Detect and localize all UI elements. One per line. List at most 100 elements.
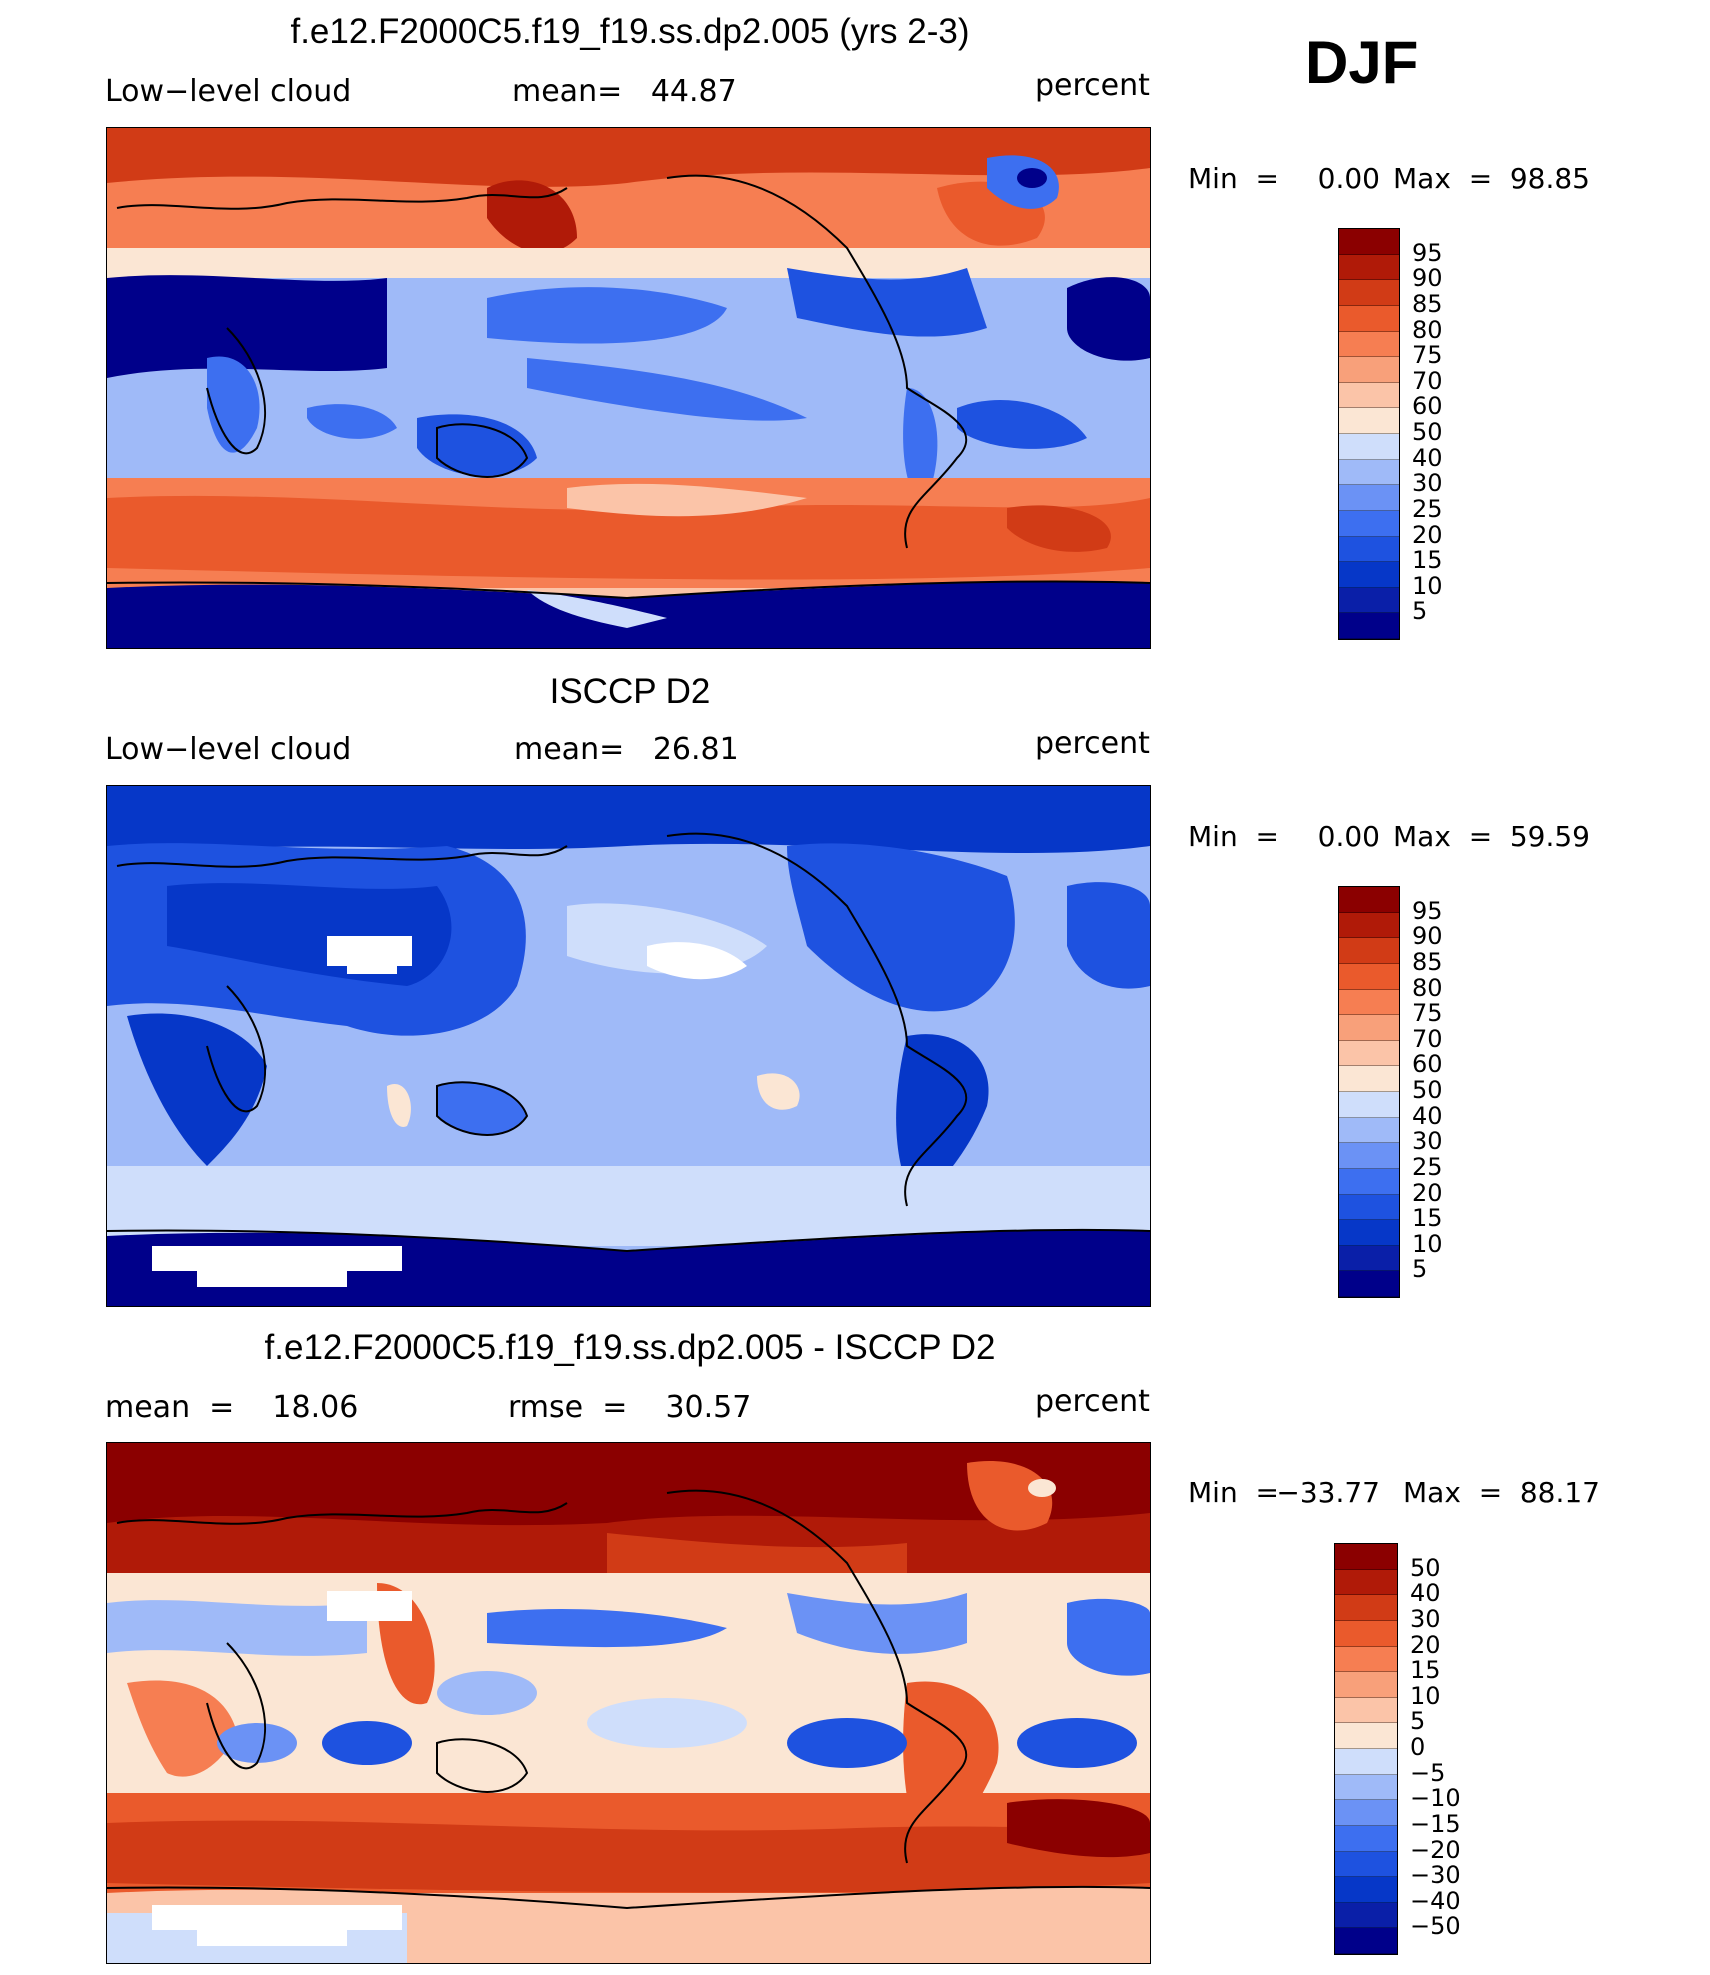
colorbar-level-label: 60: [1412, 392, 1443, 421]
panel3-colorbar-swatches: [1334, 1543, 1398, 1955]
colorbar-swatch: [1335, 1749, 1397, 1775]
colorbar-swatch: [1335, 1620, 1397, 1647]
panel1-variable-label: Low−level cloud: [105, 74, 352, 109]
panel1-mean-label: mean= 44.87: [512, 74, 737, 109]
panel1-units-label: percent: [1035, 68, 1150, 103]
colorbar-level-label: 85: [1412, 947, 1443, 976]
colorbar-swatch: [1335, 1646, 1397, 1673]
panel1-colorbar-swatches: [1338, 228, 1400, 640]
colorbar-swatch: [1339, 1015, 1399, 1041]
colorbar-swatch: [1335, 1774, 1397, 1801]
colorbar-level-label: 50: [1410, 1553, 1441, 1582]
panel1-map: [106, 127, 1151, 649]
panel2-units-label: percent: [1035, 726, 1150, 761]
colorbar-swatch: [1339, 587, 1399, 614]
colorbar-swatch: [1339, 357, 1399, 383]
colorbar-swatch: [1339, 562, 1399, 588]
colorbar-level-label: 10: [1410, 1681, 1441, 1710]
colorbar-swatch: [1339, 1220, 1399, 1246]
colorbar-swatch: [1339, 963, 1399, 990]
panel2-min-label: Min =: [1188, 820, 1279, 853]
colorbar-level-label: 15: [1412, 546, 1443, 575]
colorbar-swatch: [1335, 1672, 1397, 1698]
panel3-max-label: Max =: [1403, 1476, 1503, 1509]
colorbar-swatch: [1339, 1168, 1399, 1195]
colorbar-level-label: 25: [1412, 1152, 1443, 1181]
colorbar-swatch: [1335, 1928, 1397, 1954]
colorbar-level-label: 95: [1412, 896, 1443, 925]
colorbar-level-label: 20: [1410, 1630, 1441, 1659]
colorbar-swatch: [1339, 485, 1399, 511]
colorbar-level-label: 20: [1412, 520, 1443, 549]
colorbar-swatch: [1339, 1245, 1399, 1272]
colorbar-swatch: [1335, 1825, 1397, 1852]
colorbar-swatch: [1339, 229, 1399, 255]
colorbar-level-label: 30: [1412, 1127, 1443, 1156]
colorbar-swatch: [1339, 536, 1399, 563]
colorbar-swatch: [1339, 1117, 1399, 1144]
colorbar-swatch: [1335, 1723, 1397, 1749]
panel2-title: ISCCP D2: [549, 672, 711, 711]
panel3-units-label: percent: [1035, 1384, 1150, 1419]
colorbar-swatch: [1339, 1271, 1399, 1297]
colorbar-swatch: [1339, 510, 1399, 537]
panel3-min-label: Min =: [1188, 1476, 1279, 1509]
panel2-map: [106, 785, 1151, 1307]
colorbar-level-label: −10: [1410, 1784, 1461, 1813]
colorbar-swatch: [1339, 1092, 1399, 1118]
colorbar-swatch: [1339, 1066, 1399, 1092]
colorbar-level-label: 90: [1412, 264, 1443, 293]
colorbar-swatch: [1339, 459, 1399, 486]
colorbar-level-label: 5: [1412, 1255, 1428, 1284]
panel1-map-field: [107, 128, 1150, 648]
colorbar-level-label: 40: [1412, 443, 1443, 472]
colorbar-swatch: [1339, 1040, 1399, 1067]
panel3-mean-label: mean = 18.06: [105, 1390, 359, 1425]
colorbar-level-label: 85: [1412, 289, 1443, 318]
colorbar-swatch: [1335, 1569, 1397, 1596]
colorbar-level-label: 50: [1412, 1076, 1443, 1104]
colorbar-swatch: [1335, 1544, 1397, 1570]
panel2-map-field: [107, 786, 1150, 1306]
colorbar-swatch: [1339, 887, 1399, 913]
panel3-rmse-label: rmse = 30.57: [508, 1390, 752, 1425]
colorbar-level-label: 75: [1412, 999, 1443, 1028]
colorbar-level-label: −5: [1410, 1758, 1446, 1787]
colorbar-level-label: 95: [1412, 238, 1443, 267]
colorbar-swatch: [1339, 912, 1399, 939]
colorbar-level-label: −15: [1410, 1809, 1461, 1838]
colorbar-level-label: 40: [1410, 1579, 1441, 1608]
panel2-variable-label: Low−level cloud: [105, 732, 352, 767]
colorbar-level-label: 70: [1412, 366, 1443, 395]
colorbar-level-label: 80: [1412, 973, 1443, 1002]
colorbar-level-label: 25: [1412, 494, 1443, 523]
colorbar-level-label: 90: [1412, 922, 1443, 951]
colorbar-level-label: 20: [1412, 1178, 1443, 1207]
colorbar-level-label: 5: [1412, 597, 1428, 626]
colorbar-level-label: 70: [1412, 1024, 1443, 1053]
panel3-max-value: 88.17: [1519, 1476, 1600, 1509]
colorbar-swatch: [1335, 1697, 1397, 1724]
colorbar-level-label: 60: [1412, 1050, 1443, 1079]
colorbar-swatch: [1335, 1851, 1397, 1878]
colorbar-swatch: [1335, 1800, 1397, 1826]
colorbar-swatch: [1339, 382, 1399, 409]
colorbar-swatch: [1339, 1194, 1399, 1221]
colorbar-swatch: [1339, 1143, 1399, 1169]
panel2-max-label: Max =: [1393, 820, 1493, 853]
panel2-max-value: 59.59: [1509, 820, 1590, 853]
colorbar-swatch: [1339, 989, 1399, 1016]
panel2-mean-label: mean= 26.81: [514, 732, 739, 767]
panel1-min-value: 0.00: [1317, 162, 1380, 195]
colorbar-swatch: [1339, 280, 1399, 306]
colorbar-level-label: 0: [1410, 1733, 1426, 1761]
colorbar-level-label: 10: [1412, 571, 1443, 600]
colorbar-level-label: 5: [1410, 1707, 1426, 1736]
colorbar-level-label: 15: [1412, 1204, 1443, 1233]
panel1-min-label: Min =: [1188, 162, 1279, 195]
colorbar-level-label: 80: [1412, 315, 1443, 344]
panel3-title: f.e12.F2000C5.f19_f19.ss.dp2.005 - ISCCP…: [264, 1328, 996, 1367]
colorbar-swatch: [1339, 331, 1399, 358]
colorbar-swatch: [1339, 305, 1399, 332]
colorbar-level-label: 10: [1412, 1229, 1443, 1258]
